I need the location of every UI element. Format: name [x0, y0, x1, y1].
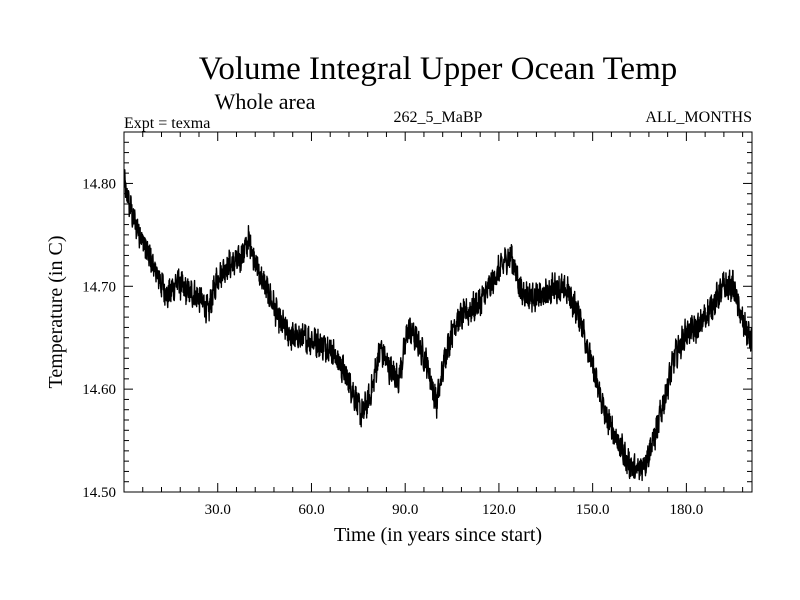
y-tick-label: 14.60 [82, 382, 116, 398]
experiment-label: Expt = texma [124, 115, 210, 132]
run-label: 262_5_MaBP [394, 109, 483, 126]
x-tick-label: 120.0 [482, 502, 516, 518]
x-axis: 30.0 60.0 90.0 120.0 150.0 180.0 [142, 132, 744, 518]
x-tick-label: 180.0 [670, 502, 704, 518]
y-axis-label: Temperature (in C) [45, 236, 67, 389]
chart-title: Volume Integral Upper Ocean Temp [199, 51, 677, 87]
plot-frame [123, 131, 753, 493]
x-tick-label: 90.0 [392, 502, 418, 518]
x-tick-label: 30.0 [205, 502, 231, 518]
y-tick-label: 14.80 [82, 176, 116, 192]
x-tick-label: 150.0 [576, 502, 610, 518]
x-axis-label: Time (in years since start) [334, 524, 542, 546]
x-tick-label: 60.0 [298, 502, 324, 518]
y-axis: 14.50 14.60 14.70 14.80 [82, 141, 752, 501]
chart-subtitle: Whole area [215, 89, 316, 114]
months-label: ALL_MONTHS [645, 109, 752, 126]
y-tick-label: 14.70 [82, 279, 116, 295]
y-tick-label: 14.50 [82, 485, 116, 501]
temperature-series-line [124, 169, 752, 482]
